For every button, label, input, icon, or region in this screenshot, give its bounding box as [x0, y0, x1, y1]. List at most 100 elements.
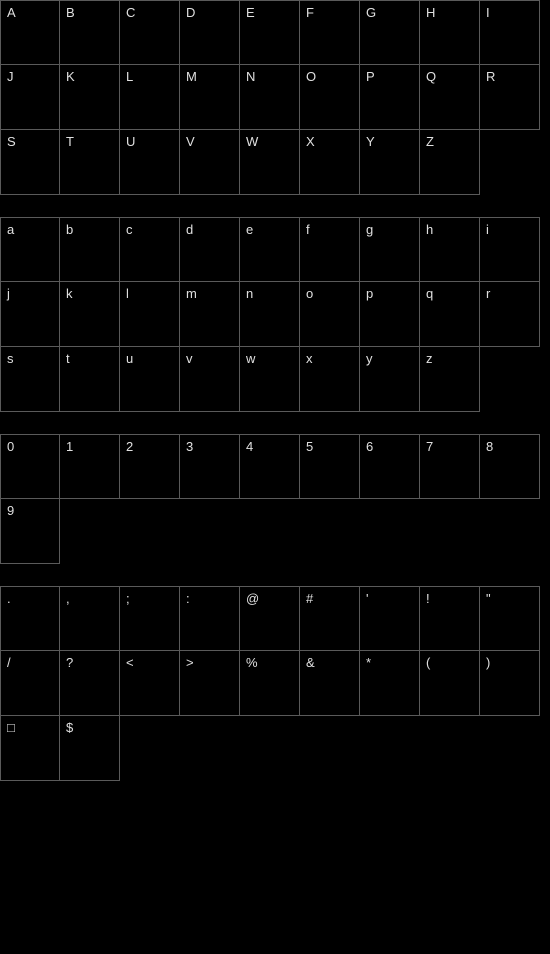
- glyph-label: ?: [66, 655, 73, 670]
- glyph-label: 9: [7, 503, 14, 518]
- glyph-cell: j: [0, 282, 60, 347]
- glyph-cell: Z: [420, 130, 480, 195]
- glyph-label: G: [366, 5, 376, 20]
- glyph-label: c: [126, 222, 133, 237]
- glyph-label: □: [7, 720, 15, 735]
- glyph-cell: a: [0, 217, 60, 282]
- glyph-cell: 0: [0, 434, 60, 499]
- glyph-cell: $: [60, 716, 120, 781]
- glyph-label: u: [126, 351, 133, 366]
- glyph-label: O: [306, 69, 316, 84]
- glyph-cell: ;: [120, 586, 180, 651]
- glyph-label: r: [486, 286, 490, 301]
- section-gap: [0, 412, 550, 434]
- glyph-cell: E: [240, 0, 300, 65]
- glyph-label: ,: [66, 591, 70, 606]
- glyph-cell: 5: [300, 434, 360, 499]
- glyph-cell: z: [420, 347, 480, 412]
- glyph-cell: h: [420, 217, 480, 282]
- glyph-cell: F: [300, 0, 360, 65]
- glyph-cell: :: [180, 586, 240, 651]
- glyph-cell: G: [360, 0, 420, 65]
- glyph-cell: &: [300, 651, 360, 716]
- glyph-cell: f: [300, 217, 360, 282]
- glyph-cell: u: [120, 347, 180, 412]
- glyph-label: @: [246, 591, 259, 606]
- glyph-label: n: [246, 286, 253, 301]
- glyph-label: 6: [366, 439, 373, 454]
- glyph-cell: R: [480, 65, 540, 130]
- glyph-cell: 6: [360, 434, 420, 499]
- glyph-label: 7: [426, 439, 433, 454]
- glyph-label: ": [486, 591, 491, 606]
- glyph-cell: I: [480, 0, 540, 65]
- glyph-cell: .: [0, 586, 60, 651]
- glyph-cell: K: [60, 65, 120, 130]
- glyph-label: ;: [126, 591, 130, 606]
- glyph-label: #: [306, 591, 313, 606]
- glyph-label: /: [7, 655, 11, 670]
- glyph-cell: y: [360, 347, 420, 412]
- glyph-label: x: [306, 351, 313, 366]
- glyph-label: b: [66, 222, 73, 237]
- glyph-label: Z: [426, 134, 434, 149]
- glyph-label: ): [486, 655, 490, 670]
- section-gap: [0, 195, 550, 217]
- glyph-cell: %: [240, 651, 300, 716]
- glyph-label: $: [66, 720, 73, 735]
- glyph-label: 4: [246, 439, 253, 454]
- glyph-label: *: [366, 655, 371, 670]
- glyph-label: k: [66, 286, 73, 301]
- glyph-label: d: [186, 222, 193, 237]
- glyph-cell: B: [60, 0, 120, 65]
- glyph-label: l: [126, 286, 129, 301]
- glyph-cell: k: [60, 282, 120, 347]
- glyph-cell: O: [300, 65, 360, 130]
- glyph-label: m: [186, 286, 197, 301]
- glyph-cell: L: [120, 65, 180, 130]
- glyph-cell: p: [360, 282, 420, 347]
- glyph-label: <: [126, 655, 134, 670]
- glyph-label: (: [426, 655, 430, 670]
- glyph-label: w: [246, 351, 255, 366]
- glyph-label: 2: [126, 439, 133, 454]
- glyph-section-symbols: .,;:@#'!"/?<>%&*()□$: [0, 586, 550, 781]
- glyph-label: W: [246, 134, 258, 149]
- glyph-label: 3: [186, 439, 193, 454]
- glyph-label: Q: [426, 69, 436, 84]
- glyph-cell: M: [180, 65, 240, 130]
- glyph-cell: q: [420, 282, 480, 347]
- glyph-cell: r: [480, 282, 540, 347]
- glyph-cell: c: [120, 217, 180, 282]
- glyph-label: i: [486, 222, 489, 237]
- glyph-label: j: [7, 286, 10, 301]
- glyph-label: N: [246, 69, 255, 84]
- glyph-cell: d: [180, 217, 240, 282]
- section-gap: [0, 564, 550, 586]
- glyph-label: X: [306, 134, 315, 149]
- glyph-label: F: [306, 5, 314, 20]
- glyph-cell: s: [0, 347, 60, 412]
- glyph-cell: P: [360, 65, 420, 130]
- glyph-cell: l: [120, 282, 180, 347]
- glyph-label: !: [426, 591, 430, 606]
- glyph-label: e: [246, 222, 253, 237]
- glyph-cell: /: [0, 651, 60, 716]
- glyph-cell: <: [120, 651, 180, 716]
- glyph-cell: *: [360, 651, 420, 716]
- glyph-cell: C: [120, 0, 180, 65]
- glyph-cell: A: [0, 0, 60, 65]
- glyph-cell: 9: [0, 499, 60, 564]
- glyph-cell: v: [180, 347, 240, 412]
- glyph-label: 5: [306, 439, 313, 454]
- glyph-label: f: [306, 222, 310, 237]
- glyph-cell: >: [180, 651, 240, 716]
- glyph-label: s: [7, 351, 14, 366]
- glyph-cell: e: [240, 217, 300, 282]
- glyph-label: .: [7, 591, 11, 606]
- glyph-label: y: [366, 351, 373, 366]
- glyph-label: L: [126, 69, 133, 84]
- glyph-cell: N: [240, 65, 300, 130]
- glyph-cell: o: [300, 282, 360, 347]
- glyph-label: C: [126, 5, 135, 20]
